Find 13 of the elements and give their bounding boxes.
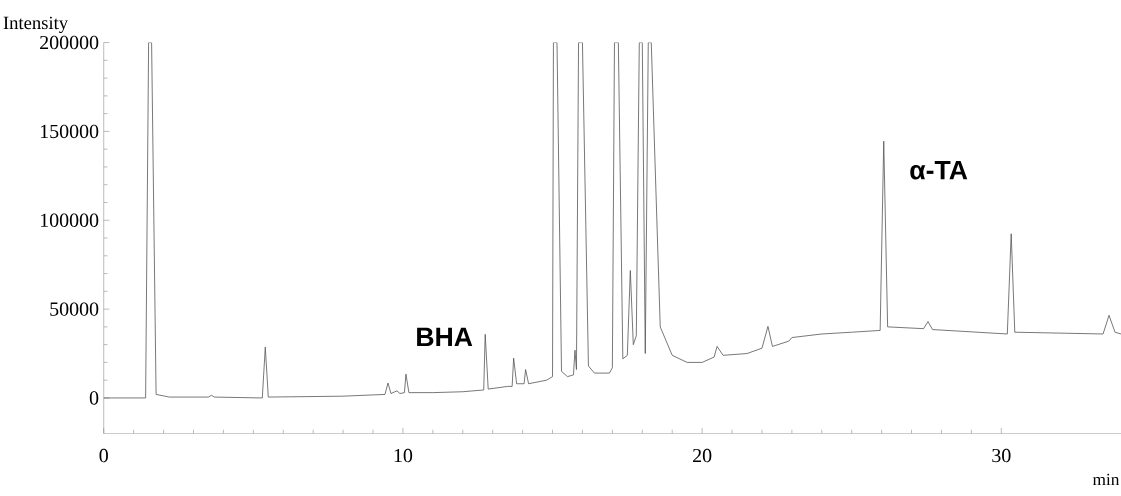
y-tick-label: 200000 <box>40 35 99 50</box>
line-series <box>103 42 1121 399</box>
x-axis-title: min <box>1092 473 1120 486</box>
y-tick-label: 50000 <box>50 302 99 316</box>
x-tick-label: 10 <box>394 448 413 463</box>
y-tick-label: 100000 <box>40 213 99 227</box>
x-tick-label: 20 <box>693 448 712 463</box>
y-tick-label: 0 <box>89 391 99 405</box>
x-tick-label: 30 <box>992 448 1011 463</box>
annotation: α-TA <box>910 160 968 180</box>
y-axis-title: Intensity <box>3 16 69 33</box>
y-tick-label: 150000 <box>40 124 99 139</box>
annotation: BHA <box>417 327 473 347</box>
